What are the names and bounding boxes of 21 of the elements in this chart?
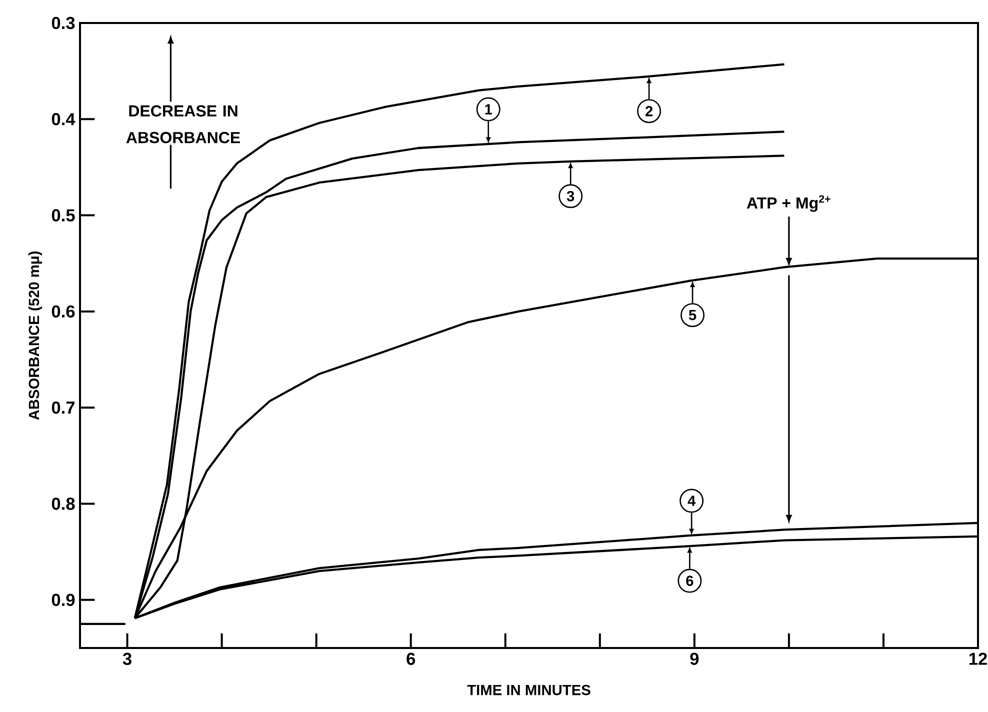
y-tick-label: 0.9 [52, 594, 75, 606]
x-tick-label: 9 [690, 652, 699, 665]
y-tick-label: 0.7 [52, 401, 75, 414]
x-axis-title: TIME IN MINUTES [467, 684, 590, 696]
legend-label: 2 [645, 106, 653, 116]
legend-label: 5 [688, 310, 696, 320]
y-tick-label: 0.5 [52, 209, 75, 222]
annotation: ATP + Mg$^{2+}$ [746, 195, 830, 212]
y-tick-label: 0.4 [52, 113, 76, 126]
x-tick-label: 6 [406, 652, 416, 665]
annotation: DECREASE IN ABSORBANCE [126, 105, 240, 144]
legend-label: 6 [686, 576, 694, 586]
y-axis-title: ABSORBANCE (520 mμ) [28, 251, 42, 420]
legend-label: 1 [485, 104, 492, 114]
legend-label: 4 [688, 496, 696, 506]
y-tick-label: 0.6 [52, 305, 75, 318]
legend-label: 3 [566, 190, 574, 202]
x-tick-label: 3 [122, 652, 132, 665]
y-tick-label: 0.3 [52, 16, 75, 30]
x-tick-label: 12 [969, 652, 987, 665]
y-tick-label: 0.8 [52, 498, 75, 510]
